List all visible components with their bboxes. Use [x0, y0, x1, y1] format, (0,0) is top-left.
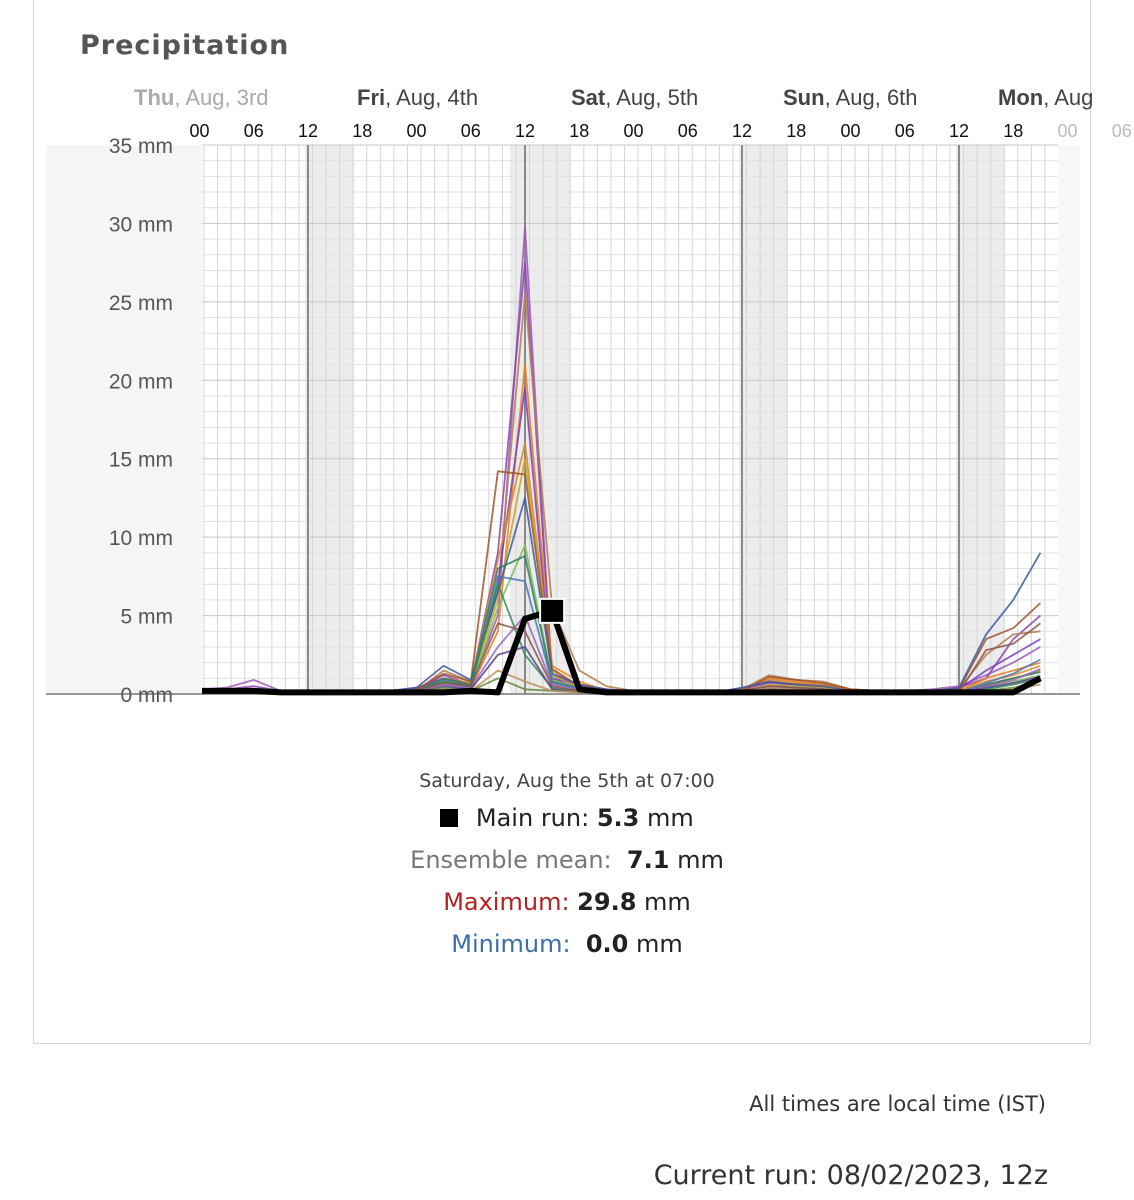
- day-label-weekday: Thu: [134, 85, 174, 110]
- hour-tick-label: 06: [244, 121, 264, 141]
- main-run-value: 5.3: [596, 804, 640, 832]
- main-run-square-icon: [440, 809, 459, 827]
- chart-tooltip: Saturday, Aug the 5th at 07:00 Main run:…: [0, 770, 1134, 972]
- hour-tick-label: 12: [298, 121, 318, 141]
- minimum-unit: mm: [635, 930, 683, 958]
- minimum-value: 0.0: [585, 930, 629, 958]
- hour-tick-label: 12: [949, 121, 969, 141]
- hour-tick-label: 06: [1112, 121, 1132, 141]
- hour-tick-label: 00: [1057, 121, 1077, 141]
- timezone-note: All times are local time (IST): [749, 1092, 1046, 1116]
- day-label-date: , Aug, 6th: [825, 85, 918, 110]
- day-label-weekday: Sat: [571, 85, 606, 110]
- y-tick-label: 30 mm: [109, 213, 173, 236]
- hour-tick-label: 00: [623, 121, 643, 141]
- y-tick-label: 5 mm: [121, 606, 174, 629]
- hour-tick-label: 06: [678, 121, 698, 141]
- y-tick-label: 25 mm: [109, 292, 173, 315]
- hour-tick-label: 00: [406, 121, 426, 141]
- maximum-label: Maximum:: [443, 888, 570, 916]
- tooltip-main-run: Main run: 5.3 mm: [0, 804, 1134, 832]
- ensemble-mean-unit: mm: [677, 846, 724, 874]
- main-run-label: Main run:: [475, 804, 590, 832]
- plot-background: [305, 145, 1004, 694]
- grid-lines: [202, 144, 1058, 695]
- ensemble-mean-label: Ensemble mean:: [410, 846, 612, 874]
- day-label: Sun, Aug, 6th: [783, 85, 918, 110]
- faded-past-zone: [46, 145, 202, 694]
- hour-tick-label: 06: [461, 121, 481, 141]
- precipitation-chart[interactable]: 0 mm 5 mm 10 mm 15 mm 20 mm 25 mm 30 mm 35 mm Th…: [0, 0, 1134, 760]
- day-label-weekday: Sun: [783, 85, 825, 110]
- y-tick-label: 15 mm: [109, 449, 173, 472]
- hour-tick-label: 00: [840, 121, 860, 141]
- hour-tick-label: 18: [352, 121, 372, 141]
- day-label-date: , Aug, 3rd: [174, 85, 268, 110]
- hour-tick-label: 06: [895, 121, 915, 141]
- day-label-date: , Aug: [1043, 85, 1093, 110]
- tooltip-minimum: Minimum: 0.0 mm: [0, 930, 1134, 958]
- y-tick-label: 0 mm: [121, 684, 174, 707]
- tooltip-date: Saturday, Aug the 5th at 07:00: [419, 770, 715, 792]
- faded-future-zone: [1058, 145, 1080, 694]
- tooltip-maximum: Maximum: 29.8 mm: [0, 888, 1134, 916]
- series-group: [201, 225, 1042, 696]
- main-run-highlight-marker: [539, 597, 566, 624]
- maximum-value: 29.8: [577, 888, 637, 916]
- day-label-weekday: Fri: [357, 85, 385, 110]
- y-tick-label: 35 mm: [109, 135, 173, 158]
- main-run-unit: mm: [646, 804, 694, 832]
- day-label: Mon, Aug: [998, 85, 1093, 110]
- chart-title: Precipitation: [80, 30, 290, 61]
- day-label: Sat, Aug, 5th: [571, 85, 698, 110]
- hour-tick-label: 00: [189, 121, 209, 141]
- hour-tick-label: 18: [786, 121, 806, 141]
- ensemble-mean-value: 7.1: [626, 846, 670, 874]
- hour-tick-label: 12: [515, 121, 535, 141]
- y-tick-label: 20 mm: [109, 370, 173, 393]
- main-run-line: [202, 607, 1042, 696]
- hour-tick-label: 12: [732, 121, 752, 141]
- tooltip-ensemble-mean: Ensemble mean: 7.1 mm: [0, 846, 1134, 874]
- hour-tick-label: 18: [569, 121, 589, 141]
- hour-tick-label: 18: [1003, 121, 1023, 141]
- day-label-weekday: Mon: [998, 85, 1043, 110]
- y-tick-label: 10 mm: [109, 527, 173, 550]
- current-run: Current run: 08/02/2023, 12z: [653, 1160, 1048, 1191]
- day-label: Fri, Aug, 4th: [357, 85, 478, 110]
- maximum-unit: mm: [644, 888, 691, 916]
- day-label: Thu, Aug, 3rd: [134, 85, 269, 110]
- minimum-label: Minimum:: [451, 930, 571, 958]
- day-label-date: , Aug, 4th: [385, 85, 478, 110]
- day-label-date: , Aug, 5th: [605, 85, 698, 110]
